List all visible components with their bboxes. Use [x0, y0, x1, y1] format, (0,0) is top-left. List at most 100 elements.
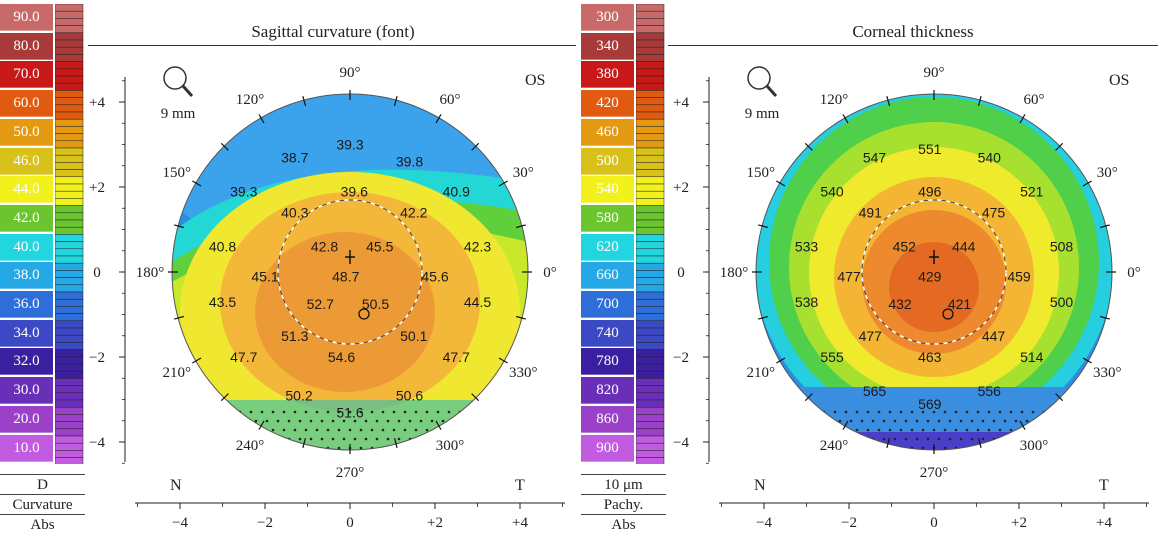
- left-scale-value: 90.0: [0, 4, 53, 31]
- x-tick-label: 0: [930, 515, 938, 531]
- map-reading: 42.3: [464, 239, 491, 255]
- map-reading: 39.8: [396, 154, 423, 170]
- x-tick-label: +4: [512, 515, 528, 531]
- map-reading: 421: [948, 296, 972, 312]
- map-reading: 477: [837, 268, 861, 284]
- map-reading: 540: [820, 183, 844, 199]
- eye-label: OS: [525, 72, 545, 89]
- map-reading: 551: [918, 141, 942, 157]
- map-reading: 39.6: [341, 183, 368, 199]
- left-scale-value: 60.0: [0, 90, 53, 118]
- left-scale-value: 34.0: [0, 319, 53, 347]
- map-reading: 50.5: [362, 296, 389, 312]
- y-tick-label: −4: [89, 435, 105, 451]
- zoom-magnifier-icon[interactable]: [163, 66, 194, 98]
- left-scale-value: 38.0: [0, 262, 53, 290]
- map-reading: 463: [918, 349, 942, 365]
- angle-label: 270°: [920, 465, 949, 481]
- sagittal-curvature-map: 90° 60° 30° 0° 330° 300° 270° 240° 210° 180° 150° 1…: [89, 65, 565, 531]
- left-scale-value: 46.0: [0, 147, 53, 175]
- y-tick-label: −4: [673, 435, 689, 451]
- left-scale-mode: Abs: [0, 514, 85, 535]
- left-scale-value: 20.0: [0, 405, 53, 433]
- map-reading: 40.9: [443, 183, 470, 199]
- right-scale-value: 620: [581, 233, 634, 261]
- x-tick-label: −2: [257, 515, 273, 531]
- angle-label: 240°: [236, 438, 265, 454]
- map-reading: 51.3: [281, 328, 308, 344]
- angle-label: 300°: [436, 438, 465, 454]
- pupil-center-marker: [358, 308, 370, 320]
- left-title-rule: [88, 45, 576, 46]
- zoom-magnifier-icon[interactable]: [747, 66, 778, 98]
- map-reading: 496: [918, 183, 942, 199]
- left-scale-value: 50.0: [0, 118, 53, 146]
- y-tick-label: +2: [673, 180, 689, 196]
- map-reading: 43.5: [209, 294, 236, 310]
- map-reading: 47.7: [230, 349, 257, 365]
- temporal-label: T: [1099, 477, 1109, 494]
- angle-label: 0°: [1127, 265, 1141, 281]
- map-reading: 452: [893, 239, 917, 255]
- left-scale-value: 40.0: [0, 233, 53, 261]
- map-reading: 42.2: [400, 205, 427, 221]
- angle-label: 210°: [163, 365, 192, 381]
- angle-label: 30°: [513, 165, 534, 181]
- right-scale-value: 660: [581, 262, 634, 290]
- map-reading: 475: [982, 205, 1006, 221]
- angle-label: 330°: [1093, 365, 1122, 381]
- left-scale-value: 30.0: [0, 377, 53, 405]
- map-reading: 42.8: [311, 239, 338, 255]
- y-tick-label: +4: [673, 95, 689, 111]
- x-tick-label: +2: [427, 515, 443, 531]
- nasal-label: N: [170, 477, 182, 494]
- map-reading: 569: [918, 396, 942, 412]
- corneal-vertex-marker: [929, 250, 939, 264]
- angle-label: 150°: [163, 165, 192, 181]
- left-scale-value: 10.0: [0, 434, 53, 462]
- map-reading: 538: [795, 294, 819, 310]
- x-tick-label: +2: [1011, 515, 1027, 531]
- angle-label: 270°: [336, 465, 365, 481]
- eye-label: OS: [1109, 72, 1129, 89]
- map-reading: 54.6: [328, 349, 355, 365]
- y-tick-label: −2: [673, 350, 689, 366]
- map-reading: 40.8: [209, 239, 236, 255]
- map-reading: 52.7: [307, 296, 334, 312]
- map-reading: 556: [978, 383, 1002, 399]
- map-reading: 50.6: [396, 387, 423, 403]
- corneal-thickness-map: 90° 60° 30° 0° 330° 300° 270° 240° 210° 180° 150° 1…: [673, 65, 1149, 531]
- y-tick-label: 0: [677, 265, 685, 281]
- map-reading: 447: [982, 328, 1006, 344]
- right-scale-value: 900: [581, 434, 634, 462]
- y-tick-label: 0: [93, 265, 101, 281]
- angle-label: 330°: [509, 365, 538, 381]
- map-reading: 459: [1007, 268, 1031, 284]
- right-scale-value: 420: [581, 90, 634, 118]
- angle-label: 180°: [136, 265, 165, 281]
- right-scale-value: 700: [581, 291, 634, 318]
- right-scale-value: 820: [581, 377, 634, 405]
- map-reading: 45.6: [421, 268, 448, 284]
- y-tick-label: +2: [89, 180, 105, 196]
- right-scale-value: 300: [581, 4, 634, 31]
- map-reading: 39.3: [336, 137, 363, 153]
- right-scale-ticks: [636, 4, 665, 464]
- right-scale-value: 860: [581, 405, 634, 433]
- left-map-title: Sagittal curvature (font): [251, 22, 415, 41]
- color-map: [172, 94, 528, 450]
- left-scale-type: Curvature: [0, 494, 85, 515]
- right-scale-value: 380: [581, 61, 634, 89]
- map-reading: 500: [1050, 294, 1074, 310]
- x-tick-label: 0: [346, 515, 354, 531]
- angle-label: 30°: [1097, 165, 1118, 181]
- left-scale-ticks: [55, 4, 84, 464]
- angle-label: 90°: [340, 65, 361, 81]
- left-scale-value: 70.0: [0, 61, 53, 89]
- x-tick-label: +4: [1096, 515, 1112, 531]
- angle-label: 120°: [236, 92, 265, 108]
- color-map: [756, 94, 1112, 450]
- angle-label: 60°: [440, 92, 461, 108]
- map-reading: 50.1: [400, 328, 427, 344]
- right-title-rule: [668, 45, 1158, 46]
